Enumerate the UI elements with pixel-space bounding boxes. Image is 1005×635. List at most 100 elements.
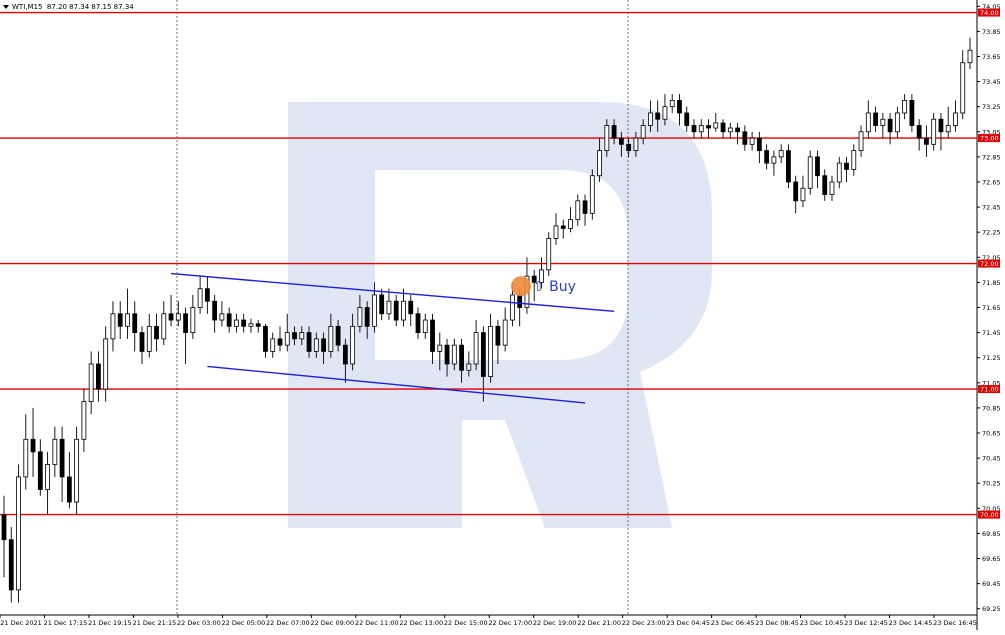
- candle: [16, 464, 21, 603]
- candle-body: [241, 319, 247, 327]
- time-tick-label: 22 Dec 11:00: [355, 619, 399, 627]
- candle-body: [132, 313, 138, 334]
- price-tick-label: 72.65: [982, 178, 1001, 186]
- candle-body: [146, 325, 152, 352]
- candle-body: [626, 143, 632, 152]
- candle: [633, 131, 639, 157]
- candle-body: [139, 332, 145, 352]
- time-tick-label: 23 Dec 12:45: [844, 619, 888, 627]
- candle-body: [480, 332, 486, 377]
- candle-body: [887, 118, 893, 133]
- candle: [110, 301, 116, 352]
- time-tick-label: 22 Dec 05:00: [222, 619, 266, 627]
- candle-body: [706, 125, 711, 129]
- candle-body: [531, 275, 537, 283]
- candle-body: [539, 269, 544, 283]
- candle-body: [909, 100, 915, 126]
- candle-body: [350, 325, 356, 365]
- candle: [807, 150, 813, 195]
- candle: [350, 313, 356, 371]
- candle-body: [749, 137, 755, 145]
- candle: [626, 138, 632, 157]
- time-tick-label: 21 Dec 17:15: [44, 619, 88, 627]
- price-tick-label: 70.85: [982, 404, 1001, 412]
- price-level-tag-label: 73.00: [980, 135, 999, 143]
- chart-ohlc: 87.20 87.34 87.15 87.34: [46, 3, 134, 11]
- candle-body: [546, 238, 552, 271]
- candle: [284, 313, 290, 352]
- candle: [154, 313, 159, 352]
- candle-body: [786, 150, 791, 183]
- candle: [437, 332, 443, 371]
- candle-body: [117, 313, 123, 327]
- candle: [88, 351, 94, 415]
- candle: [386, 288, 392, 321]
- candle: [190, 294, 196, 339]
- candle: [727, 123, 733, 139]
- candle-body: [938, 118, 944, 133]
- candle: [887, 112, 893, 145]
- time-tick-label: 21 Dec 2021: [0, 619, 42, 627]
- candle-body: [96, 363, 101, 390]
- candle: [204, 276, 210, 314]
- candle-body: [858, 131, 864, 152]
- time-tick-label: 23 Dec 16:45: [933, 619, 977, 627]
- time-tick-label: 23 Dec 10:45: [800, 619, 844, 627]
- dropdown-triangle-icon[interactable]: [3, 5, 9, 9]
- candle-body: [175, 313, 181, 321]
- candle-body: [822, 175, 828, 195]
- price-tick-label: 73.05: [982, 128, 1001, 136]
- candle: [865, 100, 871, 139]
- candle-body: [502, 319, 508, 346]
- candle-body: [648, 112, 653, 126]
- buy-annotation-label: ⇧ Buy: [533, 279, 576, 295]
- candle-body: [190, 307, 196, 334]
- price-tick-label: 71.25: [982, 354, 1001, 362]
- price-tick-label: 72.05: [982, 254, 1001, 262]
- candle: [960, 50, 966, 120]
- candle-body: [618, 137, 624, 145]
- time-tick-label: 23 Dec 08:45: [755, 619, 799, 627]
- candle-body: [669, 100, 675, 108]
- candle: [691, 119, 697, 139]
- candle: [219, 301, 225, 327]
- candle-body: [277, 338, 283, 346]
- candle-body: [23, 438, 29, 478]
- candle: [597, 138, 602, 182]
- candle-body: [16, 476, 21, 591]
- candle: [836, 156, 842, 189]
- price-tick-label: 69.65: [982, 555, 1001, 563]
- candle: [430, 313, 435, 364]
- candle-body: [829, 181, 835, 195]
- candle-body: [815, 156, 820, 177]
- price-tick-label: 69.25: [982, 605, 1001, 613]
- candle: [568, 207, 573, 233]
- price-tick-label: 72.25: [982, 229, 1001, 237]
- candle-body: [924, 137, 929, 145]
- candle-body: [873, 112, 878, 126]
- candle-body: [945, 125, 951, 133]
- candle-body: [204, 288, 210, 302]
- price-tick-label: 73.25: [982, 103, 1001, 111]
- time-tick-label: 22 Dec 19:00: [533, 619, 577, 627]
- channel-upper-line: [170, 272, 615, 312]
- candle: [328, 313, 334, 358]
- candle: [640, 119, 646, 145]
- candle-body: [880, 118, 886, 126]
- candle: [894, 106, 900, 139]
- price-level-tag: [978, 385, 1000, 394]
- price-level-tag: [978, 259, 1000, 268]
- candle: [575, 194, 581, 226]
- candle-body: [306, 332, 312, 352]
- candle-body: [430, 319, 435, 352]
- candle: [52, 426, 58, 477]
- candle-body: [45, 463, 50, 490]
- candle: [553, 213, 559, 245]
- candle: [313, 332, 319, 358]
- price-level-tag-label: 74.00: [980, 9, 999, 17]
- candle-body: [466, 363, 472, 371]
- buy-marker-circle: [511, 276, 531, 297]
- candle: [117, 301, 123, 339]
- candle: [444, 338, 450, 377]
- time-tick-label: 21 Dec 21:15: [133, 619, 177, 627]
